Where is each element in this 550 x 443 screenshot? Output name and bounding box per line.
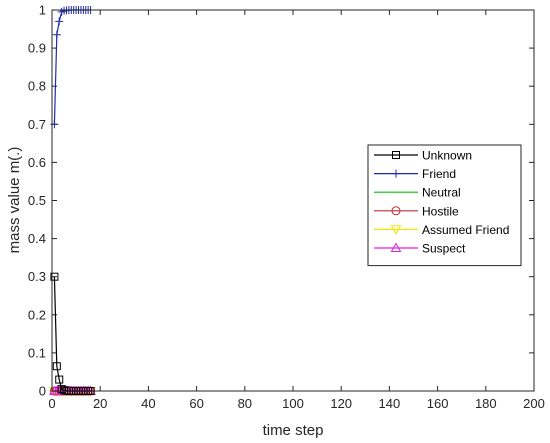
- y-tick-label: 0.4: [28, 231, 46, 246]
- x-tick-label: 0: [48, 396, 55, 411]
- series-friend-point: [55, 17, 64, 26]
- x-tick-label: 40: [141, 396, 155, 411]
- x-tick-label: 120: [330, 396, 352, 411]
- x-tick-label: 20: [93, 396, 107, 411]
- y-tick-label: 0.3: [28, 269, 46, 284]
- x-tick-label: 200: [523, 396, 545, 411]
- legend-entry-suspect: Suspect: [374, 242, 466, 256]
- series-friend-point: [52, 30, 61, 39]
- legend-entry-suspect-label: Suspect: [422, 242, 466, 256]
- x-tick-label: 140: [379, 396, 401, 411]
- x-tick-label: 180: [475, 396, 497, 411]
- axis-ticks: 0 20 40 60 80 100 120 140 160 180 200 0 0.1 0.2 0.3 0.4…: [28, 3, 545, 412]
- legend: Unknown Friend Neutral Hostile Assumed Frien…: [367, 144, 522, 267]
- legend-entry-hostile: Hostile: [374, 204, 459, 218]
- legend-entry-assumed-friend-label: Assumed Friend: [422, 223, 509, 237]
- x-tick-label: 160: [427, 396, 449, 411]
- y-tick-label: 0.8: [28, 79, 46, 94]
- y-tick-label: 0.2: [28, 307, 46, 322]
- legend-entry-suspect-marker: [390, 242, 402, 252]
- series-unknown-point: [55, 375, 64, 384]
- legend-entry-friend-label: Friend: [422, 167, 456, 181]
- legend-entry-neutral: Neutral: [374, 186, 461, 200]
- y-tick-label: 0.5: [28, 193, 46, 208]
- legend-entry-hostile-marker: [391, 206, 401, 216]
- x-tick-label: 80: [238, 396, 252, 411]
- legend-entry-friend: Friend: [374, 167, 456, 181]
- x-axis-title: time step: [263, 422, 324, 439]
- y-tick-label: 0.6: [28, 155, 46, 170]
- y-tick-label: 0.7: [28, 117, 46, 132]
- y-axis-title: mass value m(.): [6, 147, 23, 254]
- legend-entry-assumed-friend: Assumed Friend: [374, 223, 509, 237]
- y-tick-label: 0.1: [28, 345, 46, 360]
- legend-entry-hostile-label: Hostile: [422, 204, 459, 218]
- legend-box: [367, 144, 522, 267]
- y-tick-label: 0: [39, 384, 46, 399]
- y-tick-label: 0.9: [28, 41, 46, 56]
- legend-entry-unknown-marker: [392, 151, 400, 159]
- legend-entry-unknown-label: Unknown: [422, 149, 472, 163]
- legend-entry-assumed-friend-marker: [390, 225, 402, 235]
- legend-entry-unknown: Unknown: [374, 149, 472, 163]
- legend-entry-neutral-label: Neutral: [422, 186, 461, 200]
- y-tick-label: 1: [39, 3, 46, 18]
- legend-entry-friend-marker: [392, 169, 400, 178]
- plot-frame: [51, 9, 535, 392]
- series-unknown-point: [50, 272, 59, 281]
- x-tick-label: 100: [282, 396, 304, 411]
- x-tick-label: 60: [189, 396, 203, 411]
- series-unknown-point: [52, 362, 61, 371]
